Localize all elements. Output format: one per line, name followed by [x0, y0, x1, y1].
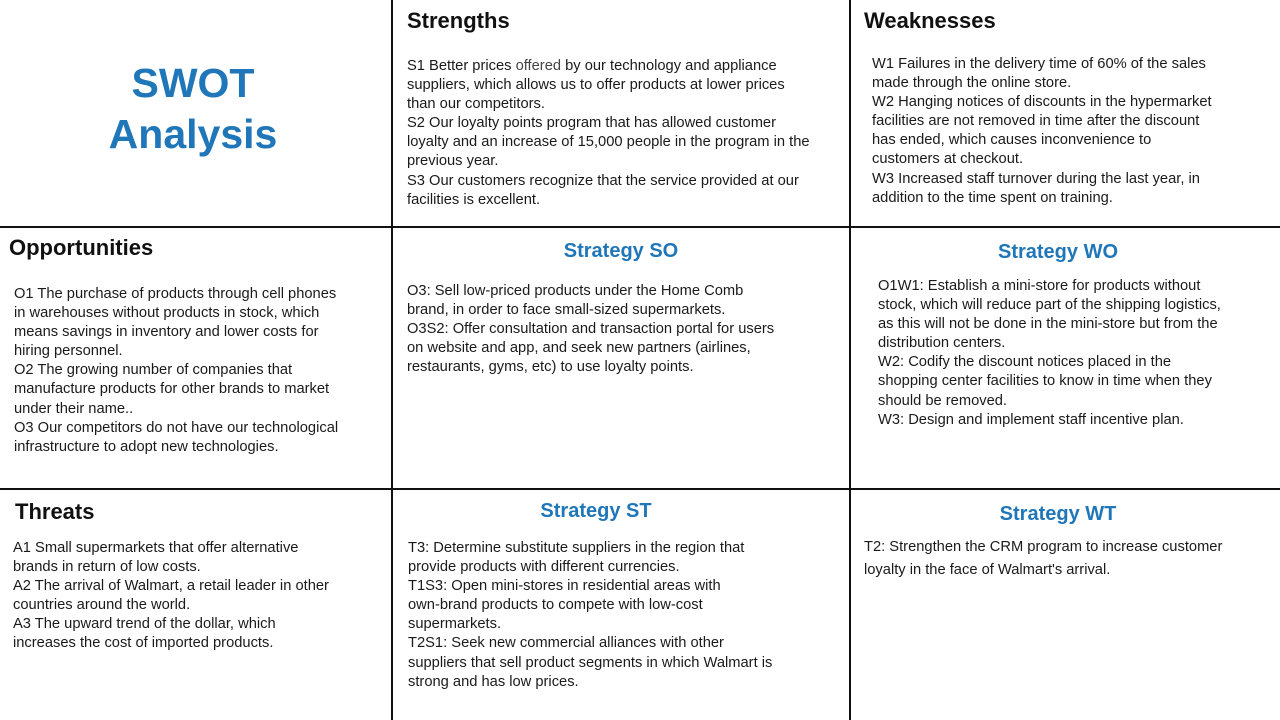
opportunities-line: O1 The purchase of products through cell…: [14, 286, 337, 302]
strategy-st-line: T1S3: Open mini-stores in residential ar…: [408, 578, 721, 595]
strengths-line-start: S1 Better prices: [407, 58, 516, 74]
strategy-wo-line: stock, which will reduce part of the shi…: [878, 297, 1221, 314]
strengths-line: facilities is excellent.: [407, 191, 541, 208]
strategy-wo-line: O1W1: Establish a mini-store for product…: [878, 278, 1201, 294]
threats-line: A1 Small supermarkets that offer alterna…: [13, 540, 299, 556]
opportunities-line: under their name..: [14, 400, 134, 417]
strategy-wo-line: W2: Codify the discount notices placed i…: [878, 354, 1172, 371]
strengths-line: S3 Our customers recognize that the serv…: [407, 172, 799, 189]
strategy-so-line: on website and app, and seek new partner…: [407, 340, 751, 357]
threats-line: A3 The upward trend of the dollar, which: [13, 616, 276, 633]
strengths-line-end: by our technology and appliance: [561, 58, 777, 74]
swot-title: SWOT Analysis: [62, 58, 324, 160]
weaknesses-line: has ended, which causes inconvenience to: [872, 132, 1152, 149]
strategy-wo-text: O1W1: Establish a mini-store for product…: [878, 277, 1221, 430]
strategy-so-line: O3: Sell low-priced products under the H…: [407, 283, 744, 299]
strategy-st-line: provide products with different currenci…: [408, 559, 680, 576]
strategy-st-heading: Strategy ST: [540, 500, 652, 522]
strategy-st-text: T3: Determine substitute suppliers in th…: [408, 539, 772, 692]
opportunities-heading: Opportunities: [9, 235, 154, 260]
strategy-so-line: brand, in order to face small-sized supe…: [407, 302, 726, 319]
strengths-line-offered: offered: [515, 58, 562, 74]
strategy-so-text: O3: Sell low-priced products under the H…: [407, 282, 774, 377]
strengths-heading: Strengths: [407, 8, 510, 33]
strategy-so-line: O3S2: Offer consultation and transaction…: [407, 321, 775, 338]
strategy-st-line: suppliers that sell product segments in …: [408, 654, 773, 671]
weaknesses-line: addition to the time spent on training.: [872, 189, 1113, 206]
threats-heading: Threats: [15, 499, 95, 524]
strengths-line: loyalty and an increase of 15,000 people…: [407, 134, 810, 151]
grid-divider-vertical-2: [849, 0, 851, 720]
strengths-text: S1 Better prices offered by our technolo…: [407, 57, 810, 210]
grid-divider-horizontal-1: [0, 226, 1280, 228]
weaknesses-heading: Weaknesses: [864, 8, 996, 33]
threats-line: countries around the world.: [13, 597, 191, 614]
strategy-so-line: restaurants, gyms, etc) to use loyalty p…: [407, 359, 694, 376]
weaknesses-line: made through the online store.: [872, 75, 1072, 92]
strategy-wo-line: distribution centers.: [878, 335, 1006, 352]
opportunities-text: O1 The purchase of products through cell…: [14, 285, 338, 457]
strategy-st-line: T3: Determine substitute suppliers in th…: [408, 540, 745, 556]
opportunities-line: in warehouses without products in stock,…: [14, 305, 320, 322]
strategy-wo-line: should be removed.: [878, 392, 1008, 409]
threats-line: A2 The arrival of Walmart, a retail lead…: [13, 578, 329, 595]
opportunities-line: O3 Our competitors do not have our techn…: [14, 419, 339, 436]
threats-line: increases the cost of imported products.: [13, 635, 274, 652]
strategy-st-line: strong and has low prices.: [408, 673, 579, 690]
opportunities-line: manufacture products for other brands to…: [14, 381, 330, 398]
grid-divider-vertical-1: [391, 0, 393, 720]
strengths-line: than our competitors.: [407, 96, 545, 113]
weaknesses-line: W2 Hanging notices of discounts in the h…: [872, 94, 1212, 111]
threats-line: brands in return of low costs.: [13, 559, 201, 576]
strategy-st-line: supermarkets.: [408, 616, 502, 633]
swot-title-line-2: Analysis: [108, 111, 278, 157]
grid-divider-horizontal-2: [0, 488, 1280, 490]
swot-title-line-1: SWOT: [131, 60, 255, 106]
strengths-line: previous year.: [407, 153, 499, 170]
strategy-wo-line: shopping center facilities to know in ti…: [878, 373, 1212, 390]
strategy-so-heading: Strategy SO: [563, 240, 679, 262]
weaknesses-line: customers at checkout.: [872, 151, 1024, 168]
weaknesses-line: W1 Failures in the delivery time of 60% …: [872, 56, 1206, 72]
strategy-wt-line: T2: Strengthen the CRM program to increa…: [864, 539, 1223, 555]
strategy-wt-heading: Strategy WT: [999, 503, 1117, 525]
strategy-st-line: T2S1: Seek new commercial alliances with…: [408, 635, 724, 652]
opportunities-line: infrastructure to adopt new technologies…: [14, 438, 279, 455]
strengths-line: S1 Better prices offered by our technolo…: [407, 57, 810, 76]
strengths-line: suppliers, which allows us to offer prod…: [407, 77, 785, 94]
strategy-wt-line: loyalty in the face of Walmart's arrival…: [864, 561, 1111, 578]
opportunities-line: means savings in inventory and lower cos…: [14, 324, 319, 341]
threats-text: A1 Small supermarkets that offer alterna…: [13, 539, 329, 654]
strategy-wo-line: W3: Design and implement staff incentive…: [878, 411, 1184, 428]
opportunities-line: O2 The growing number of companies that: [14, 362, 293, 379]
weaknesses-text: W1 Failures in the delivery time of 60% …: [872, 55, 1212, 208]
strategy-wt-text: T2: Strengthen the CRM program to increa…: [864, 536, 1222, 581]
strategy-st-line: own-brand products to compete with low-c…: [408, 597, 703, 614]
opportunities-line: hiring personnel.: [14, 343, 123, 360]
strengths-line: S2 Our loyalty points program that has a…: [407, 115, 776, 132]
strategy-wo-line: as this will not be done in the mini-sto…: [878, 316, 1218, 333]
weaknesses-line: W3 Increased staff turnover during the l…: [872, 170, 1200, 187]
strategy-wo-heading: Strategy WO: [997, 241, 1119, 263]
weaknesses-line: facilities are not removed in time after…: [872, 113, 1200, 130]
